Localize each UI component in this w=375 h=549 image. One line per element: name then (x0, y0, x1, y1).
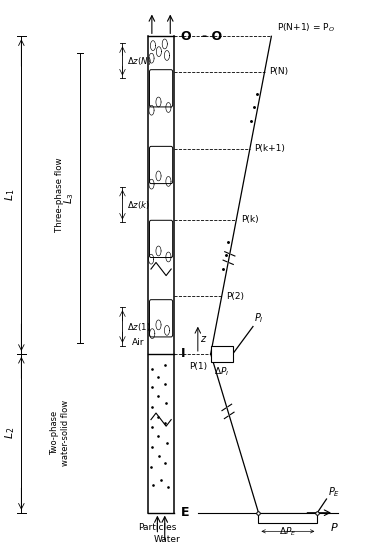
Text: P(1): P(1) (189, 362, 207, 371)
Text: $P_I$: $P_I$ (254, 312, 264, 326)
Text: P(2): P(2) (226, 292, 244, 301)
Text: Three-phase flow: Three-phase flow (56, 158, 64, 232)
Text: z: z (200, 334, 206, 344)
Text: - O: - O (201, 30, 222, 43)
Text: Air: Air (132, 338, 144, 348)
Text: $\Delta P_E$: $\Delta P_E$ (279, 526, 297, 539)
Text: Water: Water (153, 535, 180, 544)
Bar (211, 346, 233, 362)
FancyBboxPatch shape (150, 70, 172, 107)
Text: I: I (180, 348, 185, 360)
Text: Particles: Particles (138, 523, 177, 531)
Text: $\Delta z(k)$: $\Delta z(k)$ (127, 199, 150, 211)
Text: $\Delta z(N)$: $\Delta z(N)$ (127, 55, 152, 67)
Text: $L_1$: $L_1$ (3, 189, 16, 201)
Text: P(k): P(k) (241, 215, 258, 224)
Text: $P_E$: $P_E$ (328, 485, 340, 499)
FancyBboxPatch shape (150, 300, 172, 337)
Text: $\Delta P_I$: $\Delta P_I$ (214, 366, 230, 378)
FancyBboxPatch shape (150, 147, 172, 183)
Text: $\Delta z(1)$: $\Delta z(1)$ (127, 321, 151, 333)
Text: O: O (180, 30, 191, 43)
Text: $L_3$: $L_3$ (62, 192, 76, 204)
Text: P(N): P(N) (269, 68, 288, 76)
Text: $L_2$: $L_2$ (3, 427, 16, 440)
Text: $P$: $P$ (330, 521, 338, 533)
FancyBboxPatch shape (150, 220, 172, 257)
Text: P(N+1) = P$_O$: P(N+1) = P$_O$ (277, 21, 335, 33)
Text: P(k+1): P(k+1) (254, 144, 285, 153)
Text: Two-phase
water-solid flow: Two-phase water-solid flow (50, 400, 70, 466)
Text: E: E (180, 506, 189, 519)
Bar (258, 513, 317, 523)
